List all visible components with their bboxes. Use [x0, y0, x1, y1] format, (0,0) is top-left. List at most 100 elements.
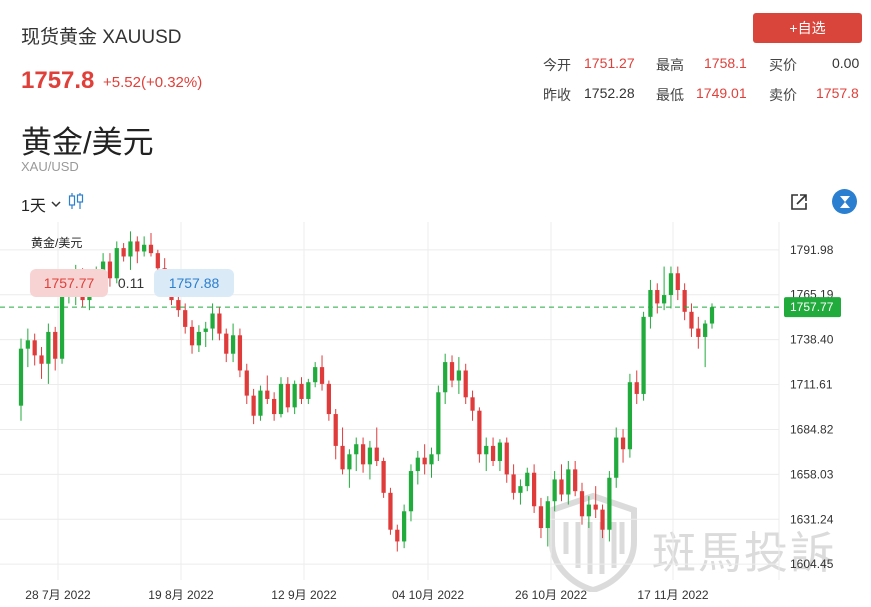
- candle-body: [709, 307, 715, 324]
- x-tick-label: 26 10月 2022: [515, 588, 587, 602]
- candle-body: [203, 328, 208, 332]
- candle-body: [142, 244, 147, 252]
- candle-body: [367, 447, 373, 465]
- candle-body: [347, 454, 352, 470]
- candle-body: [18, 348, 24, 406]
- candle-body: [210, 313, 215, 329]
- tooltip-diff-value: 0.11: [118, 275, 144, 291]
- candle-body: [128, 241, 133, 257]
- candle-body: [449, 362, 455, 381]
- candle-body: [299, 383, 304, 399]
- candle-body: [237, 335, 243, 371]
- candle-body: [429, 454, 434, 465]
- candle-body: [703, 323, 708, 337]
- candle-body: [545, 501, 550, 529]
- candle-body: [189, 326, 195, 346]
- ask-value: 1757.8: [816, 85, 859, 101]
- pair-subtitle: XAU/USD: [21, 159, 79, 174]
- low-value: 1749.01: [696, 85, 747, 101]
- candle-body: [696, 328, 701, 337]
- candle-body: [402, 511, 407, 542]
- bid-value: 0.00: [832, 55, 860, 71]
- add-to-watchlist-button[interactable]: +自选: [753, 13, 862, 43]
- candle-body: [224, 333, 229, 354]
- y-tick-label: 1604.45: [790, 557, 834, 571]
- candle-body: [518, 486, 523, 493]
- candle-body: [374, 447, 379, 461]
- candle-body: [107, 261, 113, 279]
- tooltip-open-value: 1757.77: [44, 275, 95, 291]
- candle-body: [340, 445, 345, 470]
- candle-body: [25, 340, 30, 349]
- candle-body: [655, 290, 660, 304]
- candle-body: [525, 472, 530, 487]
- candle-body: [415, 457, 420, 472]
- candle-body: [100, 261, 106, 277]
- candlestick-icon[interactable]: [68, 192, 84, 210]
- external-link-icon[interactable]: [789, 192, 809, 212]
- candle-body: [511, 474, 516, 493]
- watermark-text: 斑馬投訴: [652, 529, 836, 578]
- candle-body: [313, 367, 318, 383]
- interval-select[interactable]: 1天: [21, 192, 62, 216]
- candle-body: [531, 472, 537, 507]
- candle-body: [573, 469, 578, 492]
- candle-body: [436, 392, 441, 455]
- candle-body: [32, 340, 37, 356]
- candle-body: [333, 414, 338, 446]
- candle-body: [285, 383, 290, 408]
- candle-body: [497, 442, 503, 461]
- candle-body: [258, 390, 263, 416]
- candle-body: [477, 410, 482, 455]
- interval-label: 1天: [21, 198, 46, 215]
- x-tick-label: 12 9月 2022: [271, 588, 337, 602]
- open-value: 1751.27: [584, 55, 635, 71]
- candle-body: [456, 370, 461, 381]
- y-tick-label: 1631.24: [790, 512, 834, 526]
- candle-body: [251, 395, 256, 416]
- candle-body: [381, 460, 386, 493]
- candle-body: [265, 390, 270, 399]
- candle-body: [319, 367, 325, 384]
- candle-body: [620, 437, 626, 450]
- candle-body: [552, 479, 557, 502]
- x-tick-label: 28 7月 2022: [25, 588, 91, 602]
- candle-body: [504, 442, 509, 475]
- tooltip-close-pill: [154, 269, 234, 297]
- candle-body: [326, 383, 331, 415]
- bid-label: 买价: [769, 57, 797, 73]
- prev-close-label: 昨收: [543, 87, 571, 103]
- candle-body: [484, 445, 489, 455]
- candle-body: [538, 506, 544, 529]
- candle-body: [408, 471, 414, 512]
- candle-body: [53, 331, 58, 359]
- open-label: 今开: [543, 57, 571, 73]
- candle-body: [470, 397, 475, 411]
- high-value: 1758.1: [704, 55, 747, 71]
- x-tick-label: 04 10月 2022: [392, 588, 464, 602]
- candle-body: [648, 290, 653, 317]
- candle-body: [490, 445, 496, 461]
- instrument-title: 现货黄金 XAUUSD: [21, 27, 182, 48]
- candle-body: [176, 300, 181, 311]
- candle-body: [579, 491, 585, 517]
- candle-body: [593, 504, 598, 510]
- candle-body: [39, 355, 44, 364]
- candle-body: [559, 479, 564, 495]
- candle-body: [306, 382, 311, 399]
- current-price-tag: [784, 297, 841, 318]
- last-price: 1757.8: [21, 67, 95, 94]
- x-tick-label: 19 8月 2022: [148, 588, 214, 602]
- low-label: 最低: [656, 87, 684, 103]
- pair-title: 黄金/美元: [21, 125, 154, 160]
- prev-close-value: 1752.28: [584, 85, 635, 101]
- candle-body: [354, 444, 359, 455]
- price-change: +5.52(+0.32%): [103, 74, 203, 91]
- candle-body: [230, 335, 236, 354]
- tradingview-logo-icon[interactable]: [832, 189, 857, 214]
- ask-label: 卖价: [769, 87, 797, 103]
- candle-body: [59, 296, 65, 359]
- candle-body: [272, 398, 277, 415]
- candle-body: [566, 469, 571, 495]
- price-chart[interactable]: 1791.981765.191738.401711.611684.821658.…: [0, 222, 871, 607]
